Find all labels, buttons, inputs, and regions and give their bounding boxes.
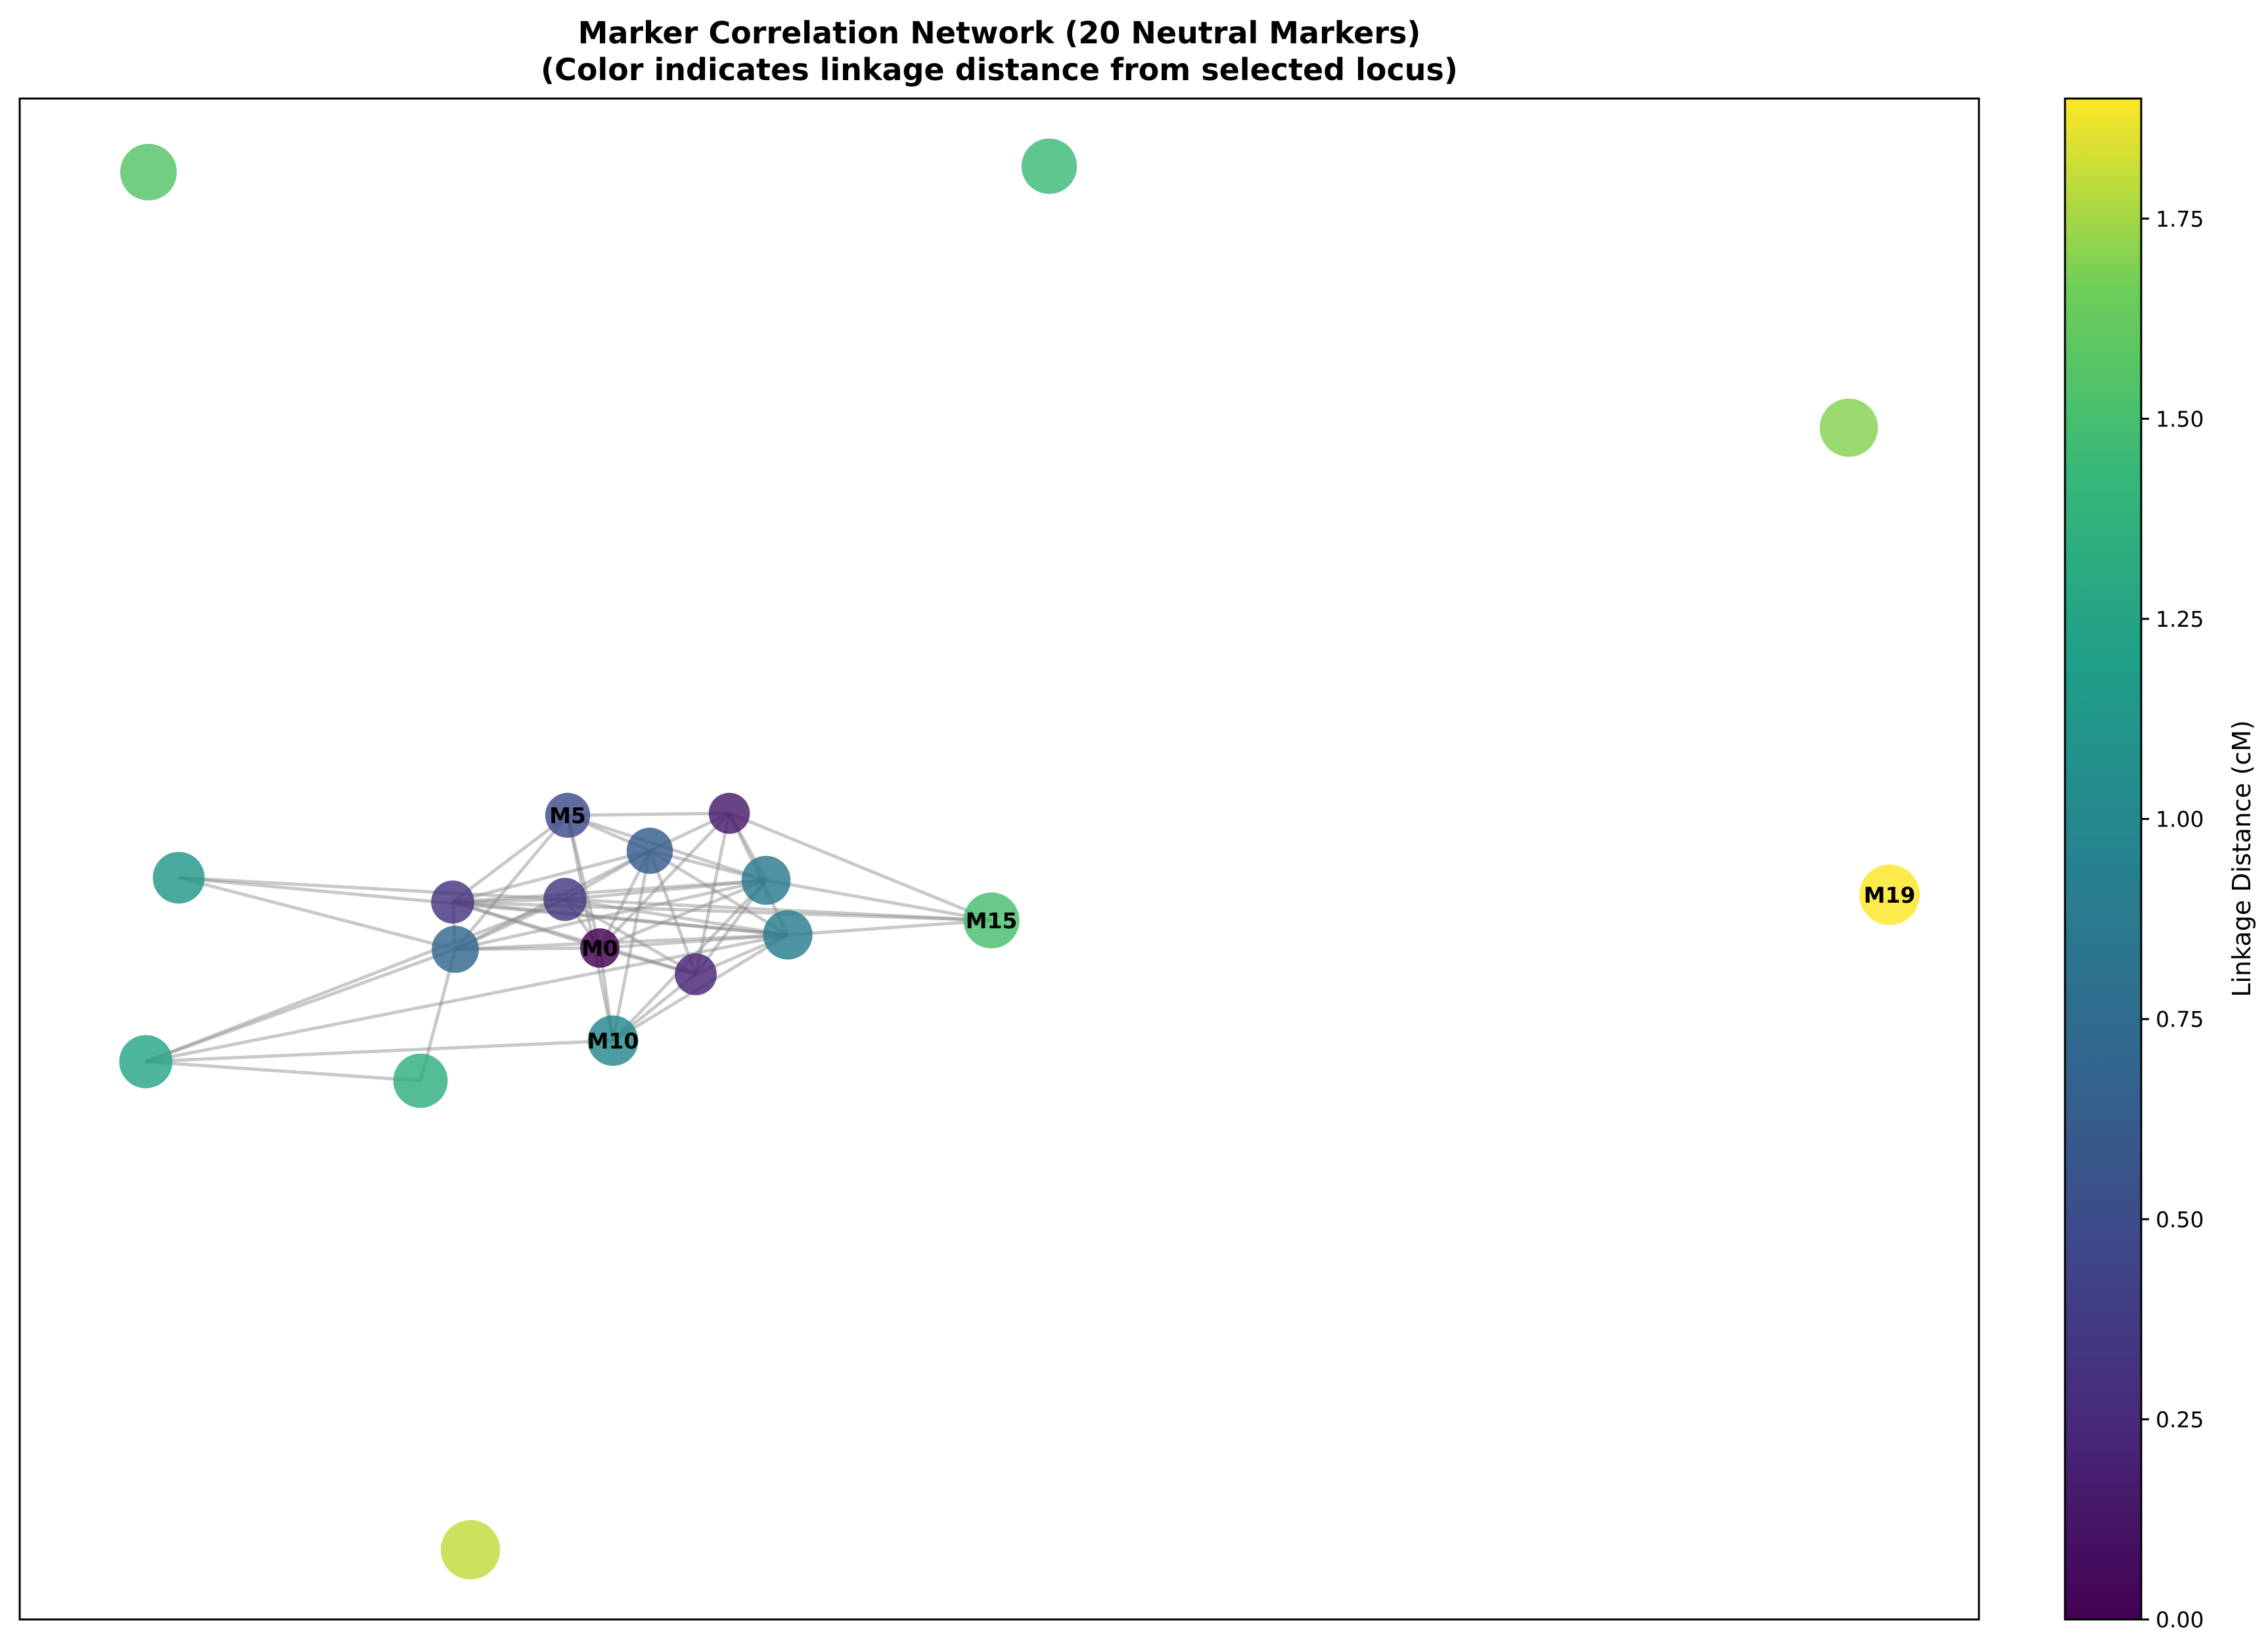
marker-node: [1859, 865, 1920, 925]
node-label: M15: [966, 908, 1018, 934]
chart-title-line1: Marker Correlation Network (20 Neutral M…: [578, 15, 1421, 51]
marker-node: [741, 855, 791, 905]
marker-node: [440, 1520, 501, 1580]
node-labels-layer: M0 M5 M10 M15 M19: [549, 803, 1915, 1054]
edge: [564, 897, 992, 922]
nodes-layer: [119, 138, 1920, 1580]
marker-node: [763, 910, 813, 960]
marker-node: [626, 827, 673, 874]
node-label: M5: [549, 803, 586, 828]
edge: [599, 933, 788, 950]
edge: [611, 850, 652, 1041]
edge: [455, 946, 601, 951]
edge: [564, 878, 767, 901]
edge: [787, 918, 992, 937]
marker-node: [580, 928, 620, 968]
edge: [452, 900, 788, 937]
edge: [145, 947, 456, 1064]
edge: [694, 813, 731, 975]
marker-node: [963, 892, 1020, 949]
edge: [145, 1039, 614, 1064]
edge: [452, 900, 696, 976]
marker-node: [431, 880, 474, 924]
marker-node: [675, 953, 717, 995]
colorbar-label: Linkage Distance (cM): [2227, 720, 2256, 997]
edge: [455, 933, 788, 951]
colorbar-tick-label: 1.50: [2156, 406, 2204, 432]
marker-node: [1819, 398, 1878, 457]
edge: [599, 812, 731, 949]
colorbar-tick-label: 1.00: [2156, 807, 2204, 832]
edge: [765, 878, 992, 922]
plot-area: [18, 97, 1980, 1621]
marker-node: [587, 1015, 639, 1066]
node-label: M0: [581, 936, 618, 961]
edge: [452, 900, 601, 950]
colorbar-tick-label: 0.25: [2156, 1407, 2204, 1432]
edge: [564, 897, 788, 937]
edge: [454, 814, 569, 951]
edge: [145, 1060, 421, 1083]
edge: [452, 878, 767, 904]
edge: [729, 811, 992, 922]
marker-node: [119, 1035, 173, 1089]
edge: [566, 815, 615, 1041]
edge: [452, 900, 992, 922]
colorbar-tick-label: 1.75: [2156, 206, 2204, 232]
edge: [564, 897, 697, 976]
edge: [178, 876, 788, 937]
edge: [178, 876, 456, 951]
marker-node: [393, 1053, 448, 1108]
edge: [451, 814, 569, 903]
edge: [452, 849, 650, 904]
colorbar-tick-label: 0.75: [2156, 1006, 2204, 1032]
marker-node: [1021, 138, 1077, 194]
marker-node: [432, 926, 479, 973]
edge: [599, 878, 767, 950]
chart-title-line2: (Color indicates linkage distance from s…: [541, 52, 1458, 87]
node-label: M10: [587, 1028, 639, 1054]
colorbar-tick-label: 1.25: [2156, 606, 2204, 632]
marker-node: [543, 878, 587, 921]
edge: [145, 933, 788, 1064]
colorbar-tick-label: 0.50: [2156, 1207, 2204, 1232]
colorbar-tick-label: 0.00: [2156, 1607, 2204, 1633]
node-label: M19: [1864, 882, 1916, 908]
colorbar-ticks: 0.00 0.25 0.50 0.75 1.00 1.25 1.50 1.75: [2141, 206, 2204, 1633]
edge: [566, 815, 602, 949]
edge: [455, 878, 767, 951]
marker-node: [708, 792, 750, 834]
marker-node: [152, 851, 205, 904]
marker-node: [120, 143, 177, 201]
edge: [145, 897, 566, 1064]
colorbar: [2064, 97, 2143, 1621]
edge: [648, 849, 789, 937]
edge: [178, 876, 566, 901]
marker-node: [545, 792, 591, 838]
edge: [567, 811, 730, 817]
